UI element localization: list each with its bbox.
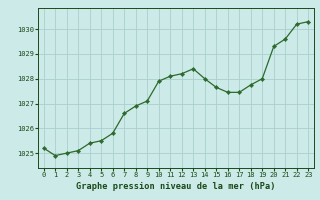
X-axis label: Graphe pression niveau de la mer (hPa): Graphe pression niveau de la mer (hPa) (76, 182, 276, 191)
